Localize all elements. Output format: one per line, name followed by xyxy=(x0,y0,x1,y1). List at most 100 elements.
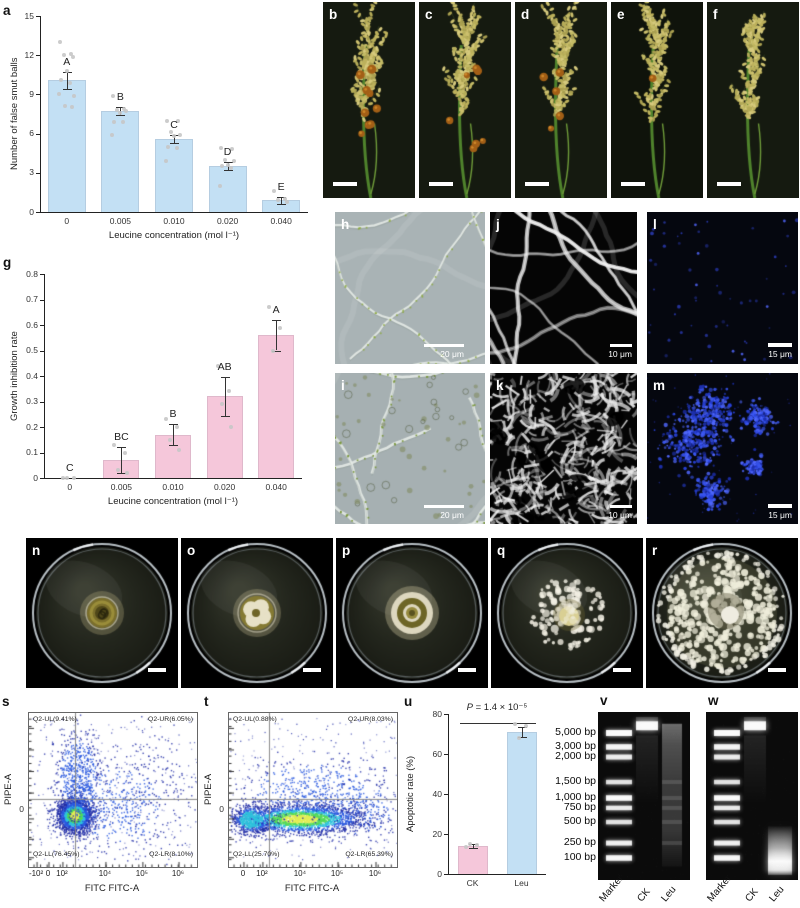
x-tick-label: -10² xyxy=(28,869,44,878)
bar-0.005 xyxy=(101,111,140,212)
bp-label: 3,000 bp xyxy=(555,739,596,752)
bp-label: 1,000 bp xyxy=(555,791,596,804)
data-point xyxy=(523,724,528,728)
micrograph-sem-k xyxy=(490,373,637,524)
bp-label: 250 bp xyxy=(563,836,596,849)
y-tick-label: 0 xyxy=(19,804,24,814)
y-tick xyxy=(444,874,448,875)
error-cap xyxy=(220,415,230,417)
error-cap xyxy=(170,142,179,144)
data-point xyxy=(58,78,63,83)
y-tick xyxy=(40,274,44,275)
data-point xyxy=(271,348,276,353)
x-tick-label: 0.040 xyxy=(270,216,292,226)
scale-bar xyxy=(525,182,549,186)
lane-label-leu: Leu xyxy=(659,884,679,905)
photo-panicle-c xyxy=(419,2,511,198)
quadrant-label-ur: Q2-UR(6.05%) xyxy=(148,716,193,723)
flow-canvas-s xyxy=(28,712,198,868)
panel-letter-q: q xyxy=(497,543,506,558)
x-axis-label: FITC FITC-A xyxy=(284,883,340,894)
data-point xyxy=(228,165,233,170)
y-tick-label: 0.5 xyxy=(26,345,38,355)
error-cap xyxy=(223,170,233,172)
x-tick-label: 0 xyxy=(67,482,73,492)
y-tick-label: 0.8 xyxy=(26,268,38,279)
significance-letter: BC xyxy=(114,431,129,444)
y-axis-label: PIPE-A xyxy=(203,773,214,805)
data-point xyxy=(118,110,123,115)
bar-0.040 xyxy=(258,335,295,478)
data-point xyxy=(267,305,272,310)
y-tick xyxy=(36,133,40,135)
panel-letter-h: h xyxy=(341,217,350,232)
y-tick-label: 0.6 xyxy=(26,319,38,330)
y-axis-label: Number of false smut balls xyxy=(9,57,20,171)
data-point xyxy=(124,109,129,114)
data-point xyxy=(467,842,472,846)
significance-letter: C xyxy=(170,118,178,131)
data-point xyxy=(115,108,120,113)
significance-letter: A xyxy=(63,55,71,68)
y-tick-label: 0.1 xyxy=(26,447,38,457)
error-cap xyxy=(277,196,287,198)
error-cap xyxy=(517,737,527,738)
x-tick-label: 10⁵ xyxy=(330,869,344,878)
bp-label: 2,000 bp xyxy=(555,750,596,763)
x-tick-label: 0 xyxy=(240,869,246,878)
error-cap xyxy=(220,377,230,379)
x-axis-label: Leucine concentration (mol l⁻¹) xyxy=(108,230,240,241)
panel-letter-l: l xyxy=(653,217,657,232)
panel-letter-b: b xyxy=(329,7,338,22)
data-point xyxy=(164,417,168,422)
data-point xyxy=(175,425,179,429)
data-point xyxy=(164,159,168,164)
data-point xyxy=(226,389,231,394)
panel-letter-u: u xyxy=(404,694,413,709)
data-point xyxy=(62,104,67,109)
photo-panicle-b xyxy=(323,2,415,198)
data-point xyxy=(121,119,126,124)
data-point xyxy=(231,159,236,164)
panel-letter-t: t xyxy=(204,694,209,709)
y-tick xyxy=(444,714,448,715)
scale-bar xyxy=(333,182,357,186)
photo-panicle-e xyxy=(611,2,703,198)
scale-bar xyxy=(610,505,632,508)
scale-bar xyxy=(621,182,645,186)
scale-bar xyxy=(148,668,166,672)
quadrant-label-lr: Q2-LR(8.10%) xyxy=(149,851,193,858)
data-point xyxy=(512,722,517,726)
y-tick-label: 0.7 xyxy=(26,294,38,304)
y-tick-label: 0 xyxy=(219,804,224,814)
significance-letter: E xyxy=(277,180,285,193)
photo-petri-dish-r xyxy=(646,538,798,688)
panel-letter-f: f xyxy=(713,7,718,22)
error-bar xyxy=(281,196,283,204)
y-tick-label: 15 xyxy=(24,10,34,21)
y-tick-label: 80 xyxy=(432,708,442,719)
scale-bar xyxy=(768,343,792,347)
panel-letter-e: e xyxy=(617,7,625,22)
data-point xyxy=(69,105,74,110)
x-tick-label: 10² xyxy=(256,869,268,878)
photo-panicle-d xyxy=(515,2,607,198)
data-point xyxy=(215,363,220,368)
flow-plot-s: PIPE-A 0 Q2-UL(9.41%) Q2-UR(6.05%) Q2-LL… xyxy=(0,693,200,908)
scale-label-i: 20 μm xyxy=(440,510,464,520)
error-bar xyxy=(521,727,523,737)
error-cap xyxy=(116,115,126,117)
y-tick-label: 12 xyxy=(24,49,34,60)
data-point xyxy=(112,442,117,447)
data-point xyxy=(516,736,521,740)
panel-letter-n: n xyxy=(32,543,41,558)
y-tick-label: 60 xyxy=(432,748,442,759)
data-point xyxy=(68,51,73,56)
x-tick-label: 10⁴ xyxy=(293,869,307,878)
micrograph-sem-j xyxy=(490,212,637,364)
quadrant-label-ur: Q2-UR(8.03%) xyxy=(348,716,393,723)
data-point xyxy=(219,164,224,169)
data-point xyxy=(463,845,468,849)
scale-bar xyxy=(424,344,464,347)
scale-label-j: 10 μm xyxy=(608,349,632,359)
